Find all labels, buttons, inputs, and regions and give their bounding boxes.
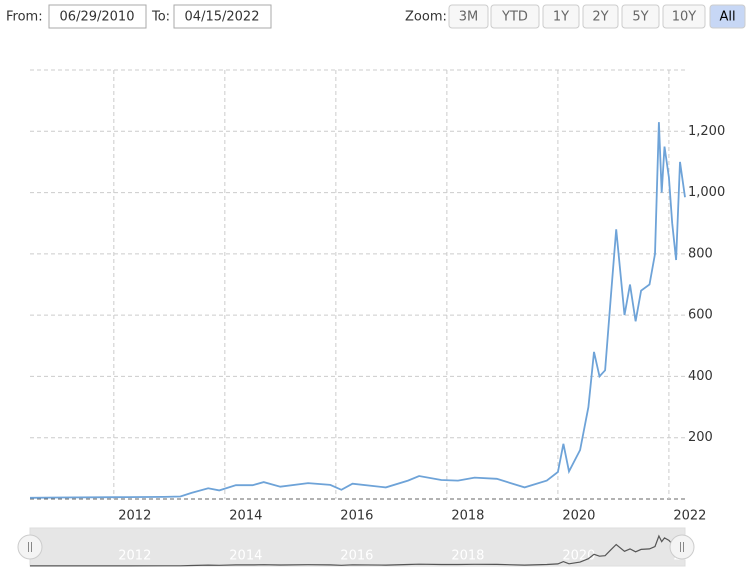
- zoom-label: Zoom:: [405, 10, 447, 25]
- x-tick-label: 2016: [340, 509, 373, 524]
- from-label: From:: [6, 10, 43, 25]
- price-line: [29, 122, 686, 499]
- x-tick-label: 2018: [451, 509, 484, 524]
- to-input-box[interactable]: [173, 4, 272, 29]
- to-label: To:: [151, 10, 170, 25]
- navigator-label: 2020: [562, 549, 595, 564]
- navigator-handle[interactable]: [669, 534, 695, 560]
- zoom-button-label[interactable]: 5Y: [632, 10, 648, 25]
- navigator-line: [30, 534, 686, 567]
- x-tick-label: 2012: [118, 509, 151, 524]
- y-tick-label: 600: [688, 308, 713, 323]
- x-tick-label: 2020: [562, 509, 595, 524]
- zoom-button-label[interactable]: 3M: [459, 10, 479, 25]
- from-input[interactable]: 06/29/2010: [60, 10, 135, 25]
- zoom-button-label[interactable]: YTD: [501, 10, 528, 25]
- y-tick-label: 800: [688, 246, 713, 261]
- x-tick-label: 2014: [229, 509, 262, 524]
- zoom-button[interactable]: [448, 4, 489, 29]
- zoom-button[interactable]: [621, 4, 660, 29]
- to-input[interactable]: 04/15/2022: [185, 10, 260, 25]
- zoom-button-label[interactable]: All: [719, 10, 735, 25]
- zoom-button-label[interactable]: 1Y: [553, 10, 569, 25]
- zoom-button[interactable]: [662, 4, 706, 29]
- zoom-button[interactable]: [542, 4, 580, 29]
- zoom-button[interactable]: [709, 4, 746, 29]
- navigator-label: 2016: [340, 549, 373, 564]
- zoom-button[interactable]: [582, 4, 619, 29]
- navigator-label: 2018: [451, 549, 484, 564]
- x-tick-label: 2022: [673, 509, 706, 524]
- navigator: [29, 527, 686, 567]
- zoom-button-label[interactable]: 2Y: [592, 10, 608, 25]
- navigator-label: 2012: [118, 549, 151, 564]
- y-tick-label: 400: [688, 369, 713, 384]
- y-tick-label: 200: [688, 430, 713, 445]
- navigator-handle[interactable]: [17, 534, 43, 560]
- y-tick-label: 1,000: [688, 185, 725, 200]
- zoom-button[interactable]: [490, 4, 540, 29]
- navigator-label: 2014: [229, 549, 262, 564]
- from-input-box[interactable]: [48, 4, 147, 29]
- y-tick-label: 1,200: [688, 124, 725, 139]
- zoom-button-label[interactable]: 10Y: [672, 10, 697, 25]
